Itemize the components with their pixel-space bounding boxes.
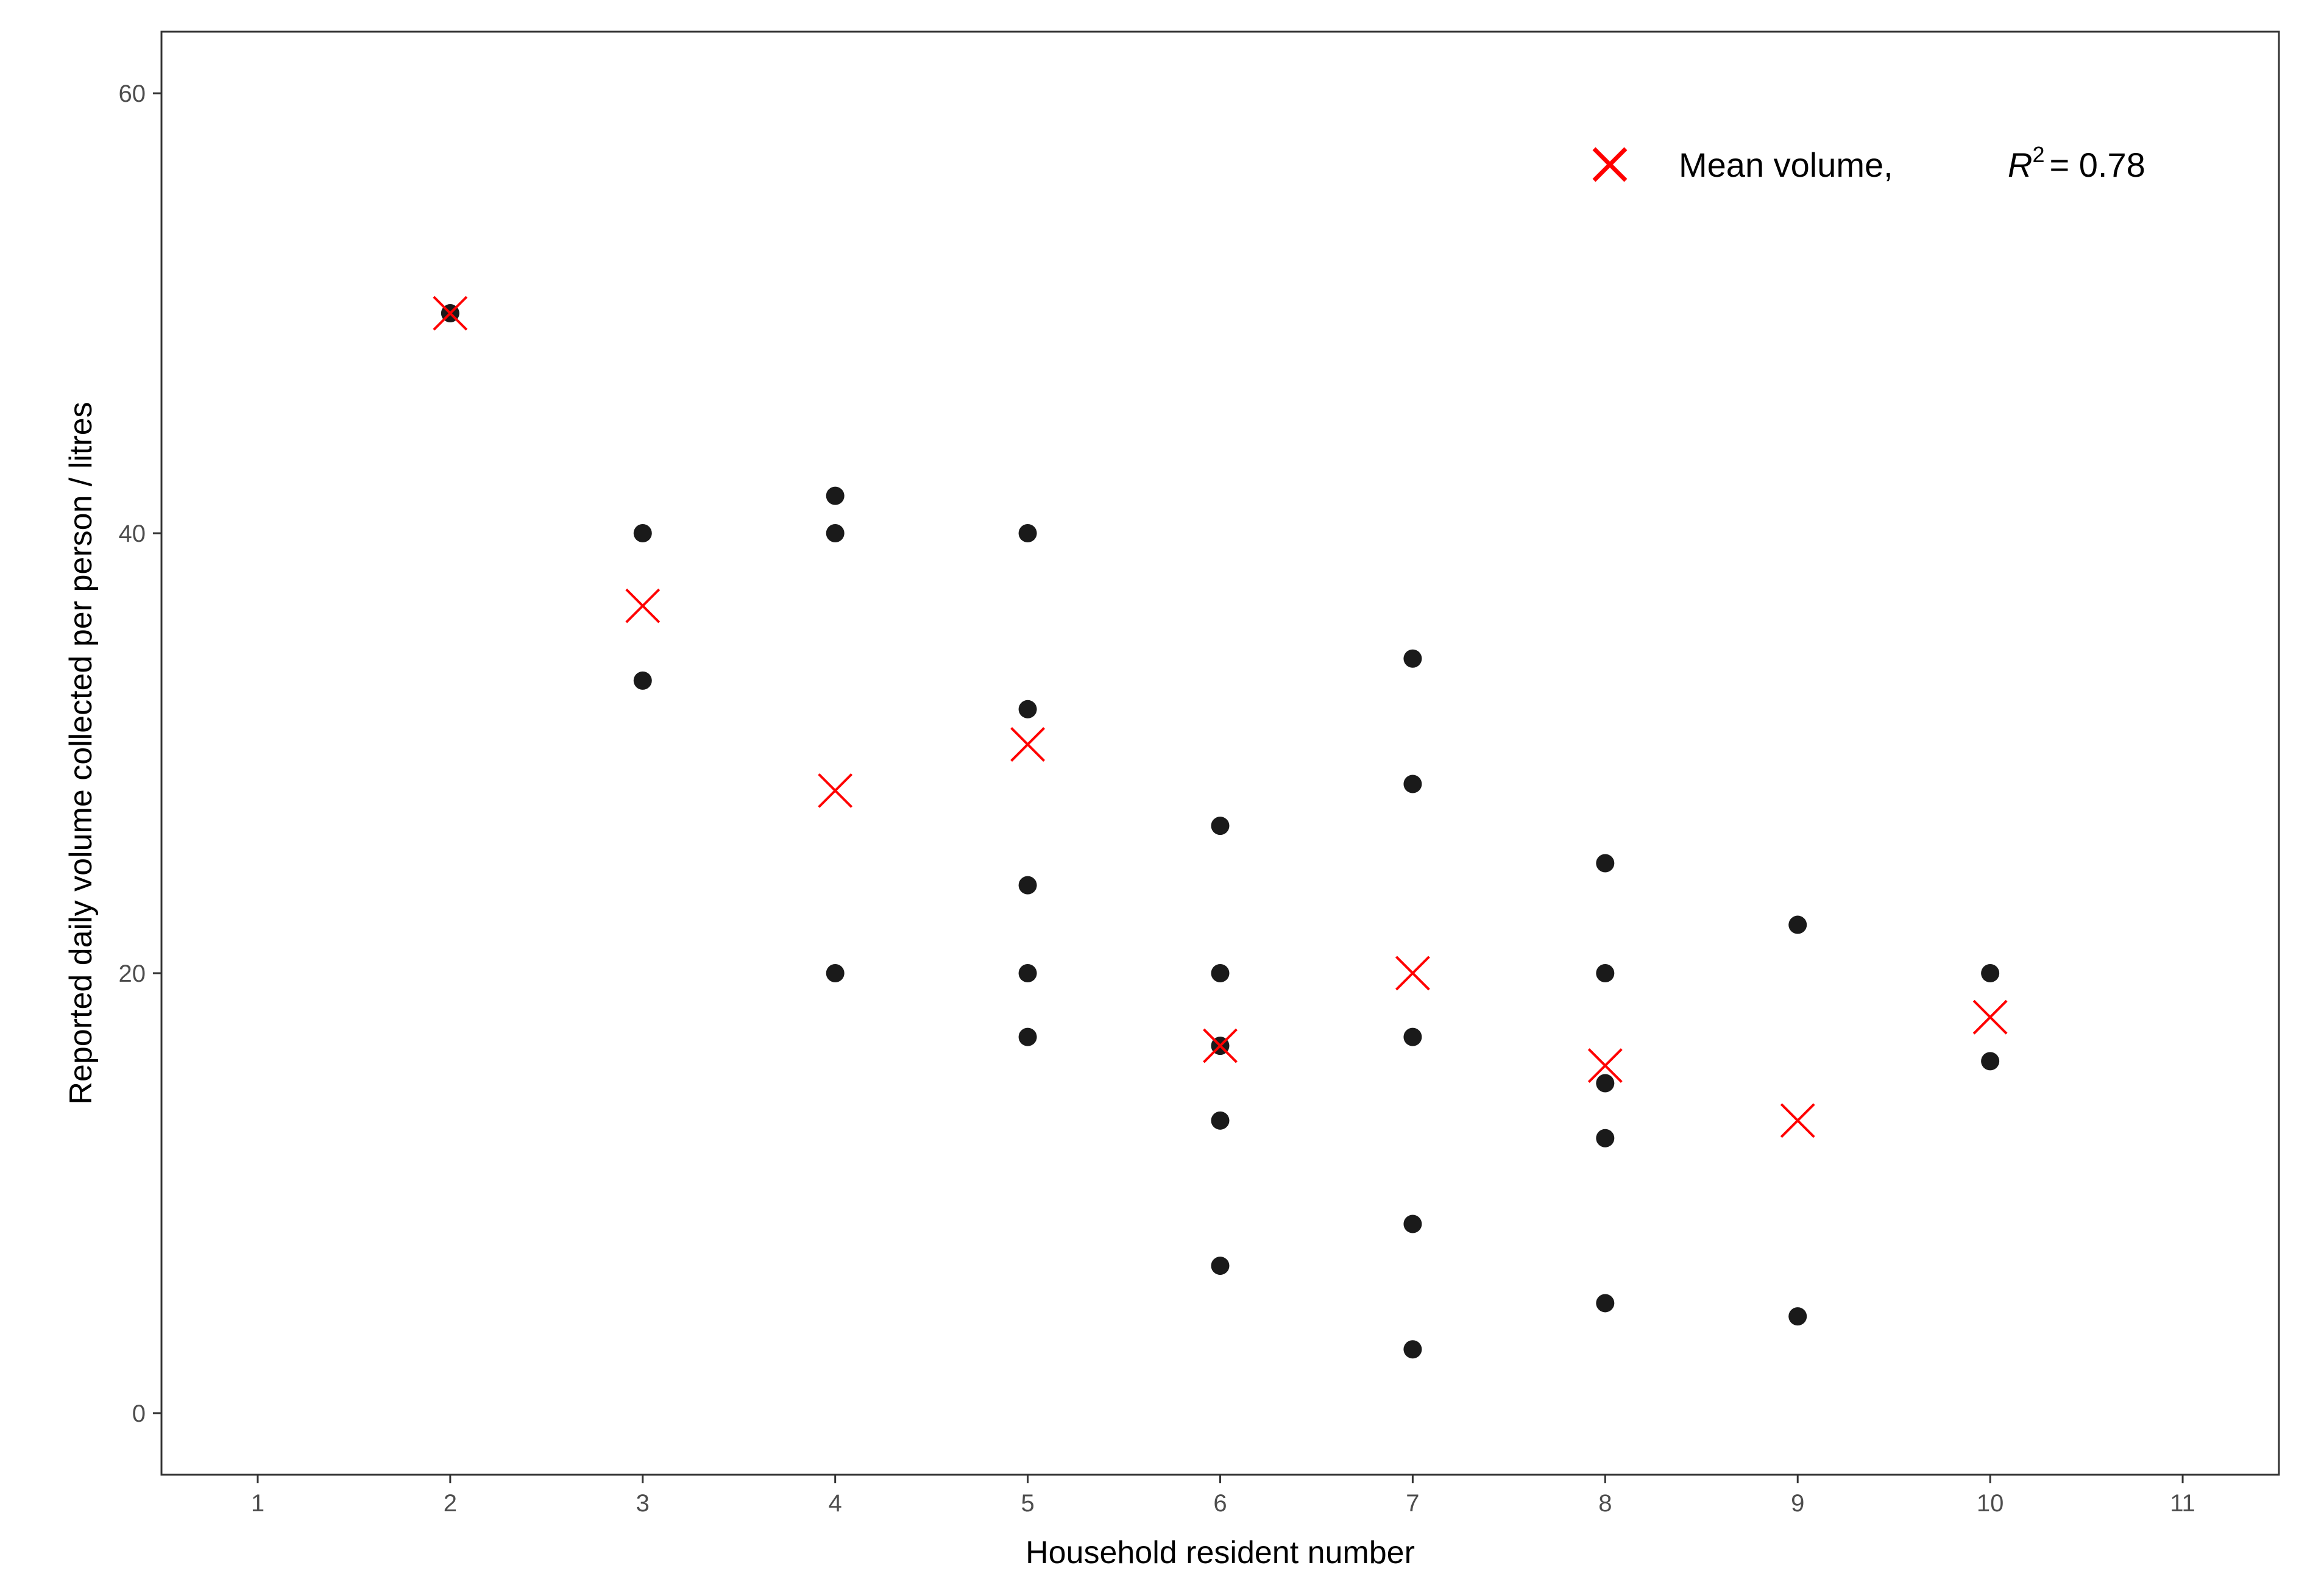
data-point	[1211, 1257, 1230, 1275]
mean-point	[1395, 956, 1430, 991]
data-point	[1403, 1340, 1422, 1359]
mean-point	[433, 296, 468, 331]
x-tick-label: 10	[1977, 1490, 2004, 1517]
data-point	[1981, 963, 2000, 982]
mean-point	[1010, 727, 1046, 762]
x-tick-label: 2	[444, 1490, 457, 1517]
y-tick-label: 40	[119, 520, 146, 547]
mean-point	[1203, 1028, 1238, 1063]
legend-label: Mean volume,	[1679, 146, 1893, 184]
x-tick-label: 7	[1406, 1490, 1419, 1517]
data-point	[1788, 1307, 1807, 1326]
mean-point	[1780, 1103, 1815, 1138]
mean-point	[1587, 1048, 1623, 1084]
data-point	[1788, 915, 1807, 934]
data-point	[1403, 1027, 1422, 1046]
x-tick-label: 4	[829, 1490, 842, 1517]
x-tick-label: 6	[1213, 1490, 1227, 1517]
data-point	[1403, 775, 1422, 793]
data-point	[1018, 876, 1037, 895]
data-point	[1018, 524, 1037, 543]
x-tick-label: 11	[2170, 1490, 2195, 1517]
legend-cross-icon	[1592, 147, 1628, 182]
data-point	[826, 486, 845, 505]
data-point	[1981, 1052, 2000, 1071]
x-tick-label: 1	[251, 1490, 264, 1517]
x-tick-label: 3	[636, 1490, 650, 1517]
mean-point	[1972, 999, 2008, 1035]
y-axis-title: Reported daily volume collected per pers…	[63, 402, 99, 1104]
r-superscript: 2	[2032, 142, 2044, 167]
data-point	[1211, 963, 1230, 982]
legend: Mean volume, R2 = 0.78	[1592, 142, 2145, 184]
data-point	[1403, 1215, 1422, 1233]
legend-r-squared: R2 = 0.78	[2008, 142, 2145, 184]
mean-markers	[433, 296, 2008, 1138]
y-tick-label: 0	[132, 1400, 146, 1427]
y-axis: 0 20 40 60	[119, 80, 161, 1427]
data-point	[1018, 963, 1037, 982]
data-point	[1596, 1074, 1615, 1093]
x-axis-title: Household resident number	[1026, 1535, 1415, 1570]
data-point	[826, 524, 845, 543]
data-point	[1211, 1111, 1230, 1130]
data-point	[1211, 817, 1230, 835]
y-tick-label: 60	[119, 80, 146, 107]
data-point	[1018, 700, 1037, 718]
data-point	[633, 524, 652, 543]
data-point	[1596, 1294, 1615, 1313]
data-point	[1018, 1027, 1037, 1046]
x-tick-label: 5	[1021, 1490, 1034, 1517]
x-tick-label: 9	[1791, 1490, 1804, 1517]
data-point	[826, 963, 845, 982]
r-symbol: R	[2008, 146, 2032, 184]
data-point	[633, 671, 652, 690]
data-point	[1596, 963, 1615, 982]
data-point	[1403, 649, 1422, 668]
data-point	[1596, 854, 1615, 873]
y-tick-label: 20	[119, 960, 146, 987]
x-axis: 1 2 3 4 5 6 7 8 9 10 11	[251, 1475, 2195, 1517]
r-squared-value: = 0.78	[2049, 146, 2145, 184]
data-point	[1596, 1129, 1615, 1147]
x-tick-label: 8	[1598, 1490, 1612, 1517]
mean-point	[818, 773, 853, 808]
mean-point	[625, 588, 661, 623]
